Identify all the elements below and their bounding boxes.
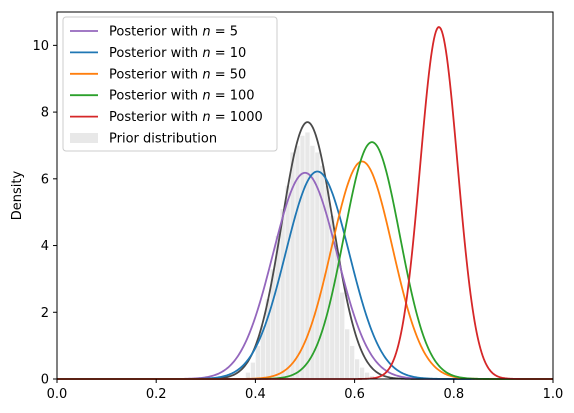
y-tick-label: 8 (41, 106, 49, 121)
x-tick-label: 1.0 (543, 387, 564, 402)
prior-histogram (245, 131, 375, 380)
y-tick-label: 0 (41, 373, 49, 388)
y-tick-label: 4 (41, 239, 49, 254)
prior-histogram-bar (284, 185, 291, 380)
x-tick-label: 0.8 (443, 387, 464, 402)
x-tick-label: 0.6 (344, 387, 365, 402)
y-tick-label: 10 (32, 39, 49, 54)
legend-label: Posterior with n = 10 (109, 46, 246, 61)
prior-histogram-bar (279, 208, 286, 380)
legend-label: Posterior with n = 50 (109, 67, 246, 82)
legend-swatch (70, 133, 98, 143)
y-tick-label: 2 (41, 306, 49, 321)
prior-histogram-bar (349, 345, 355, 380)
prior-histogram-bar (359, 367, 365, 380)
prior-histogram-bar (250, 362, 256, 380)
y-axis: 0 2 4 6 8 10 (32, 39, 57, 388)
legend-label: Posterior with n = 1000 (109, 110, 263, 125)
prior-histogram-bar (344, 328, 350, 380)
x-tick-label: 0.0 (47, 387, 68, 402)
axes-frame (56, 11, 554, 380)
y-axis-label: Density (10, 170, 25, 220)
x-axis: 0.0 0.2 0.4 0.6 0.8 1.0 (47, 379, 564, 402)
x-tick-label: 0.4 (245, 387, 266, 402)
prior-histogram-bar (354, 358, 360, 380)
prior-histogram-bar (255, 345, 261, 380)
y-tick-label: 6 (41, 172, 49, 187)
legend: Posterior with n = 5 Posterior with n = 1… (62, 16, 278, 152)
legend-label: Posterior with n = 100 (109, 89, 255, 104)
prior-histogram-bar (339, 291, 345, 380)
legend-frame (62, 16, 278, 152)
x-tick-label: 0.2 (146, 387, 167, 402)
legend-label: Posterior with n = 5 (109, 25, 238, 40)
legend-label: Prior distribution (109, 132, 217, 147)
